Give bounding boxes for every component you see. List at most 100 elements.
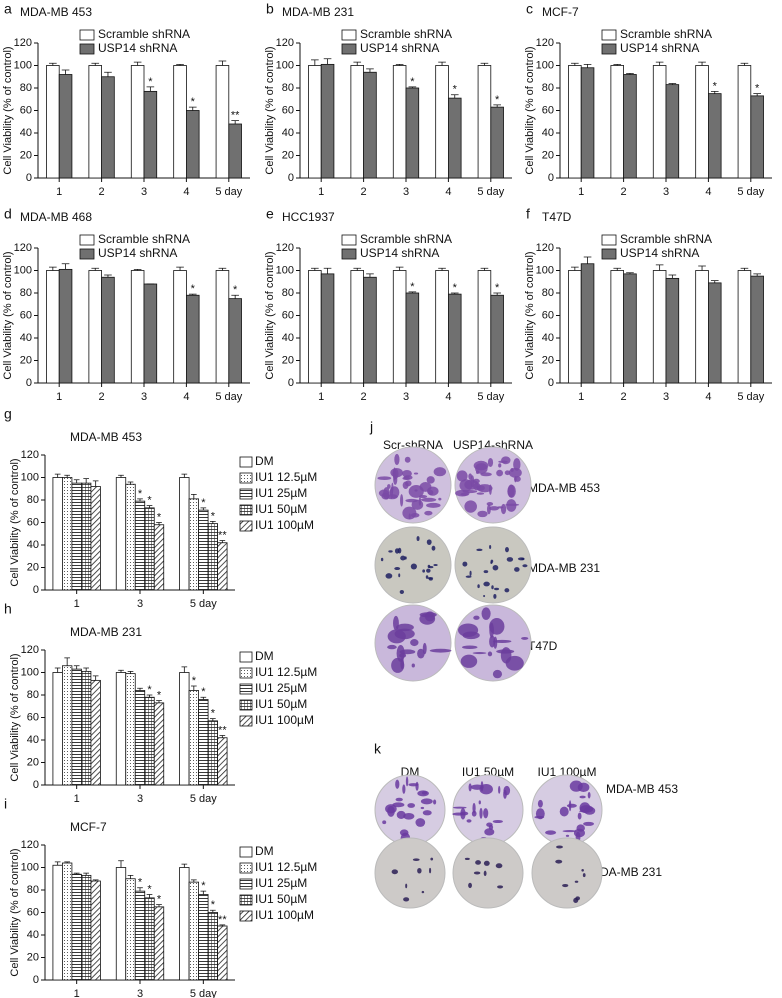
- error-bar: [200, 507, 207, 511]
- error-bar: [64, 474, 71, 478]
- bar: [81, 670, 92, 786]
- bar: [144, 696, 155, 786]
- legend-swatch: [79, 29, 95, 41]
- panel-letter: e: [266, 206, 274, 222]
- x-tick-label: 3: [137, 988, 143, 998]
- colony: [497, 885, 504, 889]
- significance-star: *: [157, 690, 162, 702]
- bar: [308, 270, 322, 384]
- x-tick-label: 1: [578, 391, 584, 403]
- y-tick-label: 20: [282, 149, 294, 161]
- colony: [453, 806, 467, 809]
- y-tick-label: 60: [20, 104, 32, 116]
- colony: [508, 467, 522, 478]
- bar: [198, 699, 209, 786]
- y-axis-label: Cell Viability (% of control): [2, 251, 14, 379]
- colony: [466, 819, 472, 823]
- bar: [708, 282, 722, 384]
- legend-label: IU1 50µM: [255, 502, 307, 516]
- colony: [392, 467, 397, 481]
- column-label: IU1 100µM: [538, 765, 597, 779]
- error-bar: [181, 473, 188, 478]
- colony: [394, 567, 401, 571]
- y-tick-label: 20: [20, 354, 32, 366]
- colony-plate: [374, 837, 446, 909]
- bar: [737, 65, 752, 179]
- x-tick-label: 4: [183, 391, 189, 403]
- colony: [410, 563, 417, 570]
- bar: [144, 507, 155, 591]
- bar: [215, 270, 230, 384]
- colony: [483, 860, 490, 866]
- x-tick-label: 5 day: [190, 598, 217, 610]
- error-bar: [698, 265, 706, 271]
- colony: [487, 651, 493, 657]
- y-tick-label: 0: [33, 779, 39, 791]
- y-tick-label: 120: [21, 644, 39, 656]
- legend-label: IU1 12.5µM: [255, 860, 317, 874]
- colony: [391, 869, 398, 875]
- bar: [62, 862, 73, 981]
- legend-swatch: [239, 488, 253, 500]
- colony: [400, 494, 404, 507]
- error-bar: [366, 68, 374, 73]
- error-bar: [146, 894, 153, 898]
- chart-panel: e HCC1937 Cell Viability (% of control) 0 20…: [264, 206, 512, 403]
- error-bar: [92, 879, 99, 881]
- y-tick-label: 60: [542, 104, 554, 116]
- colony: [421, 890, 425, 894]
- chart-title: MCF-7: [542, 5, 579, 19]
- colony: [521, 557, 525, 561]
- legend-label: DM: [255, 454, 274, 468]
- x-tick-label: 5 day: [477, 186, 504, 198]
- colony: [498, 463, 502, 468]
- y-tick-label: 100: [14, 264, 32, 276]
- colony: [394, 548, 400, 554]
- colony: [426, 539, 432, 546]
- colony: [426, 502, 441, 508]
- chart-title: MDA-MB 468: [20, 210, 92, 224]
- bar: [623, 74, 637, 179]
- y-axis-label: Cell Viability (% of control): [9, 653, 21, 781]
- error-bar: [64, 657, 71, 666]
- error-bar: [49, 62, 57, 66]
- bar: [665, 84, 680, 179]
- bar: [447, 97, 462, 179]
- legend-label: Scramble shRNA: [98, 232, 190, 246]
- bar: [207, 523, 218, 591]
- row-label: MDA-MB 453: [528, 481, 600, 495]
- error-bar: [450, 292, 459, 295]
- y-tick-label: 100: [21, 861, 39, 873]
- bar: [52, 672, 63, 786]
- bar: [737, 270, 752, 384]
- bar: [52, 477, 63, 591]
- y-tick-label: 20: [20, 149, 32, 161]
- y-tick-label: 20: [27, 561, 39, 573]
- bar: [153, 702, 165, 786]
- bar: [350, 65, 365, 179]
- colony: [404, 456, 411, 463]
- significance-star: *: [147, 684, 152, 696]
- bar: [71, 873, 82, 981]
- colony: [411, 663, 415, 668]
- significance-star: *: [147, 495, 152, 507]
- colony: [456, 470, 468, 482]
- bar: [447, 293, 462, 384]
- y-tick-label: 40: [20, 127, 32, 139]
- error-bar: [137, 498, 143, 502]
- colony: [418, 495, 428, 499]
- bar: [695, 65, 709, 179]
- y-axis-label: Cell Viability (% of control): [264, 46, 276, 174]
- y-tick-label: 40: [282, 127, 294, 139]
- colony: [483, 808, 489, 819]
- panel-letter: a: [4, 1, 12, 17]
- colony: [422, 642, 427, 655]
- y-tick-label: 100: [276, 264, 294, 276]
- bar: [143, 90, 158, 179]
- x-tick-label: 3: [137, 793, 143, 805]
- colony: [483, 870, 487, 876]
- error-bar: [73, 665, 80, 670]
- y-tick-label: 100: [21, 666, 39, 678]
- error-bar: [219, 924, 226, 926]
